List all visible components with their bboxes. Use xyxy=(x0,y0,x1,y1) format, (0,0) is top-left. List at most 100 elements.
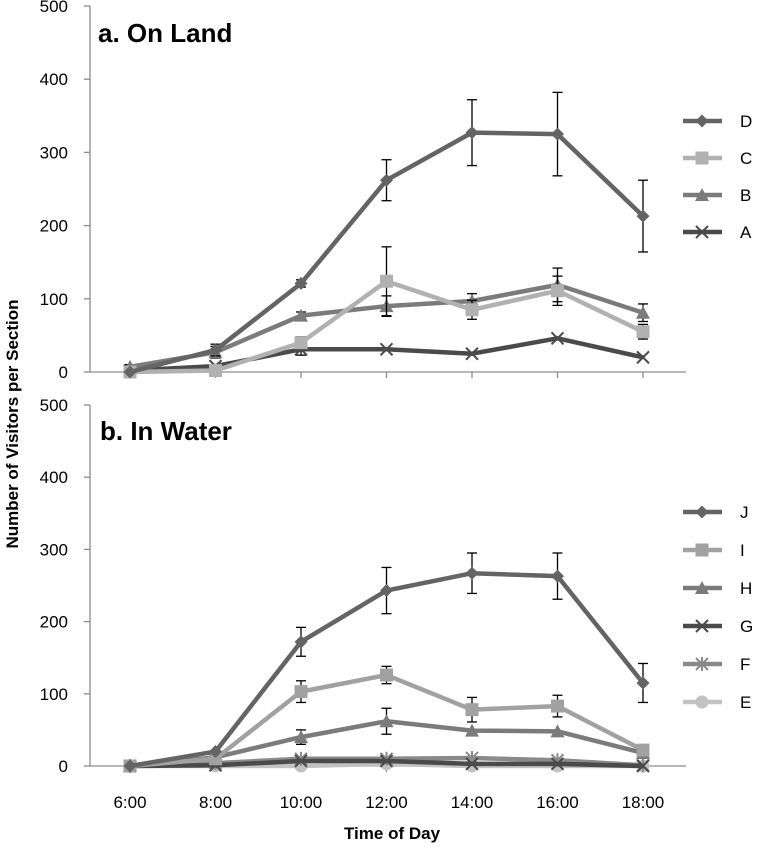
data-point xyxy=(379,754,394,768)
data-point xyxy=(380,584,393,598)
legend-marker xyxy=(695,505,709,519)
data-point xyxy=(294,276,308,290)
legend-item: A xyxy=(683,223,752,242)
legend-marker xyxy=(695,543,709,557)
legend-marker xyxy=(695,695,709,709)
data-point xyxy=(550,757,565,771)
legend-item: G xyxy=(683,617,753,636)
x-tick-label: 18:00 xyxy=(622,793,665,812)
legend-marker xyxy=(695,225,709,239)
y-tick-label: 100 xyxy=(40,685,68,704)
y-tick-label: 200 xyxy=(40,217,68,236)
data-point xyxy=(636,676,650,690)
legend-marker xyxy=(695,151,709,165)
data-point xyxy=(209,364,222,378)
data-point xyxy=(551,699,564,713)
y-tick-label: 100 xyxy=(40,290,68,309)
y-tick-label: 300 xyxy=(40,540,68,559)
x-tick-label: 14:00 xyxy=(451,793,494,812)
data-point xyxy=(551,284,564,298)
data-point xyxy=(294,685,308,699)
data-point xyxy=(379,714,394,728)
x-tick-label: 6:00 xyxy=(113,793,146,812)
data-point xyxy=(551,127,564,141)
y-tick-label: 500 xyxy=(40,0,68,16)
legend-marker xyxy=(695,581,709,594)
y-tick-label: 400 xyxy=(40,70,68,89)
data-point xyxy=(465,346,479,361)
data-point xyxy=(465,303,479,317)
data-point xyxy=(294,635,308,649)
y-tick-label: 400 xyxy=(40,468,68,487)
series-D xyxy=(123,91,650,379)
data-point xyxy=(551,569,564,583)
legend-item: E xyxy=(683,693,751,712)
y-axis-label: Number of Visitors per Section xyxy=(3,299,22,548)
data-point xyxy=(636,759,650,773)
chart-panel-2: 0 100 200 300 400 500 6:00 8:00 10:00 12:00 14:00 1… xyxy=(40,396,754,812)
data-point xyxy=(636,743,650,757)
legend-label: F xyxy=(740,655,750,674)
legend-item: J xyxy=(683,503,749,522)
data-point xyxy=(636,325,650,339)
data-point xyxy=(380,668,393,682)
x-tick-label: 8:00 xyxy=(199,793,232,812)
legend-label: D xyxy=(740,112,752,131)
data-point xyxy=(123,759,137,773)
data-point xyxy=(550,724,565,738)
series-J xyxy=(123,552,650,773)
legend-item: B xyxy=(683,186,751,205)
data-point xyxy=(465,723,479,737)
y-tick-label: 200 xyxy=(40,613,68,632)
data-point xyxy=(209,752,222,766)
data-point xyxy=(465,566,479,580)
legend-item: F xyxy=(683,655,750,674)
data-point xyxy=(209,745,222,759)
data-point xyxy=(294,730,308,744)
x-axis-label: Time of Day xyxy=(344,824,441,843)
legend-marker xyxy=(695,619,709,633)
legend-item: C xyxy=(683,149,752,168)
series-C xyxy=(123,246,650,379)
y-tick-label: 300 xyxy=(40,143,68,162)
data-point xyxy=(465,126,479,140)
legend-label: C xyxy=(740,149,752,168)
legend-label: E xyxy=(740,693,751,712)
legend-label: G xyxy=(740,617,753,636)
x-tick-label: 16:00 xyxy=(536,793,579,812)
data-point xyxy=(380,274,393,288)
legend-marker xyxy=(695,657,709,671)
legend-item: D xyxy=(683,112,752,131)
data-point xyxy=(294,336,308,350)
y-tick-label: 0 xyxy=(59,757,68,776)
y-tick-label: 0 xyxy=(59,363,68,382)
legend-label: H xyxy=(740,579,752,598)
legend-label: J xyxy=(740,503,749,522)
data-point xyxy=(465,757,479,771)
x-tick-label: 10:00 xyxy=(280,793,323,812)
data-point xyxy=(636,350,650,365)
data-point xyxy=(294,754,308,768)
data-point xyxy=(636,305,650,319)
chart-title: a. On Land xyxy=(98,18,232,48)
data-point xyxy=(550,331,565,346)
data-point xyxy=(380,173,393,187)
data-point xyxy=(636,209,650,223)
data-point xyxy=(209,343,222,357)
legend-item: I xyxy=(683,541,745,560)
chart-title: b. In Water xyxy=(100,416,232,446)
x-tick-label: 12:00 xyxy=(365,793,408,812)
legend-marker xyxy=(695,188,709,201)
y-tick-label: 500 xyxy=(40,396,68,415)
data-point xyxy=(465,703,479,717)
legend-label: B xyxy=(740,186,751,205)
legend-marker xyxy=(695,114,709,128)
legend-label: A xyxy=(740,223,752,242)
data-point xyxy=(294,308,308,322)
legend-item: H xyxy=(683,579,752,598)
